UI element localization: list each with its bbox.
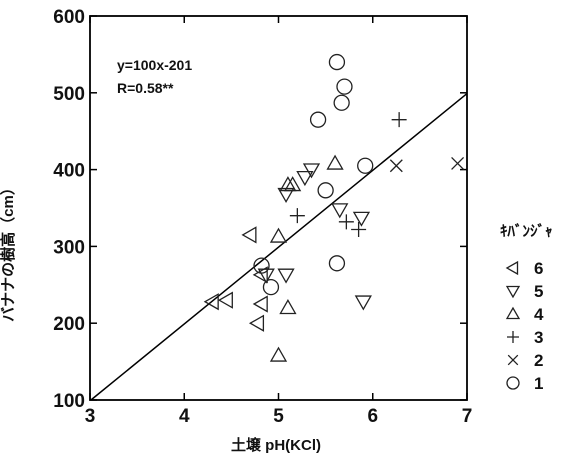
legend-title: ｷﾊﾞﾝｼﾞｬ — [500, 222, 553, 240]
fit-line — [90, 92, 468, 401]
data-point-series-2 — [451, 156, 465, 170]
data-point-series-3 — [289, 208, 305, 224]
legend-marker-1 — [506, 376, 520, 390]
regression-line — [90, 92, 468, 401]
y-tick-label: 500 — [53, 84, 85, 105]
data-point-series-4 — [269, 346, 288, 362]
data-point-series-5 — [354, 295, 372, 311]
data-point-series-4 — [284, 176, 302, 192]
legend-label-5: 5 — [534, 282, 543, 301]
y-axis-title: バナナの樹高（cm） — [0, 180, 17, 322]
legend-marker-2 — [507, 354, 519, 366]
y-tick-label: 200 — [53, 314, 85, 335]
data-point-series-5 — [331, 203, 349, 219]
legend-label-6: 6 — [534, 259, 543, 278]
data-point-series-1 — [336, 78, 353, 95]
data-point-series-5 — [352, 211, 371, 227]
x-tick-label: 7 — [462, 406, 473, 427]
legend-label-4: 4 — [534, 305, 544, 324]
plot-area — [89, 15, 468, 401]
data-point-series-5 — [277, 268, 295, 284]
data-point-series-1 — [328, 255, 346, 272]
legend-marker-4 — [505, 306, 521, 320]
data-point-series-4 — [326, 154, 344, 170]
legend-marker-6 — [505, 260, 519, 276]
data-point-series-6 — [241, 226, 257, 244]
data-point-series-3 — [391, 112, 407, 128]
x-tick-label: 3 — [85, 406, 96, 427]
y-tick-label: 300 — [53, 237, 85, 258]
legend-label-2: 2 — [534, 351, 543, 370]
y-tick-label: 400 — [53, 161, 85, 182]
plot-frame — [89, 15, 468, 401]
data-point-series-6 — [252, 266, 268, 284]
data-point-series-5 — [302, 163, 321, 179]
legend-marker-5 — [505, 285, 521, 299]
axis-ticks: 3 4 5 6 7 100 200 300 400 500 600 — [53, 7, 472, 427]
data-points — [203, 53, 465, 362]
legend-marker-3 — [507, 331, 519, 343]
data-point-series-6 — [248, 314, 265, 332]
data-point-series-5 — [296, 171, 314, 187]
x-tick-label: 6 — [367, 406, 378, 427]
data-point-series-4 — [279, 299, 297, 315]
data-point-series-3 — [338, 214, 354, 230]
annotation-correlation: R=0.58** — [117, 80, 174, 96]
x-tick-label: 4 — [179, 406, 190, 427]
legend-label-3: 3 — [534, 328, 543, 347]
data-point-series-5 — [257, 268, 275, 284]
data-point-series-6 — [252, 295, 268, 313]
legend: ｷﾊﾞﾝｼﾞｬ 6 5 4 3 2 1 — [500, 222, 553, 393]
data-point-series-1 — [317, 182, 334, 199]
data-point-series-1 — [262, 278, 280, 296]
data-point-series-2 — [389, 159, 403, 173]
x-tick-label: 5 — [273, 406, 284, 427]
data-point-series-1 — [333, 94, 350, 111]
legend-label-1: 1 — [534, 374, 543, 393]
x-axis-title: 土壌 pH(KCl) — [231, 436, 321, 454]
data-point-series-1 — [328, 53, 346, 71]
y-tick-label: 600 — [53, 7, 85, 28]
data-point-series-6 — [217, 291, 233, 309]
data-point-series-6 — [203, 293, 219, 311]
data-point-series-3 — [351, 222, 367, 238]
data-point-series-4 — [269, 227, 288, 243]
data-point-series-1 — [253, 257, 270, 274]
data-point-series-1 — [357, 157, 374, 174]
y-tick-label: 100 — [53, 391, 85, 412]
data-point-series-1 — [309, 111, 327, 128]
annotation-equation: y=100x-201 — [117, 57, 192, 73]
